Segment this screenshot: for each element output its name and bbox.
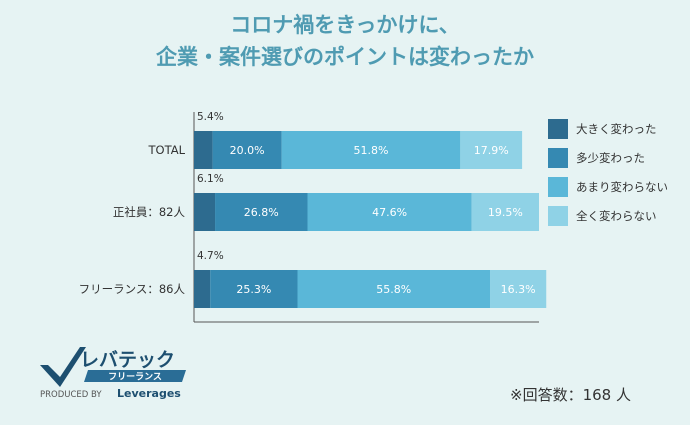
legend-label-3: あまり変わらない (576, 180, 668, 194)
bar-segment (194, 193, 216, 231)
legend-swatch-1 (548, 119, 568, 139)
legend-swatch-3 (548, 177, 568, 197)
data-label: 26.8% (244, 206, 279, 219)
data-label: 5.4% (197, 111, 224, 123)
data-label: 47.6% (372, 206, 407, 219)
data-label: 51.8% (354, 144, 389, 157)
bar-segment (212, 131, 282, 169)
logo-brand-text: レバテック (80, 349, 175, 371)
levtech-freelance-logo: レバテック フリーランス PRODUCED BY Leverages (40, 347, 186, 400)
data-label: 20.0% (230, 144, 265, 157)
bar-segment (307, 193, 472, 231)
bar-segment (215, 193, 308, 231)
chart-title-line2: 企業・案件選びのポイントは変わったか (156, 45, 534, 69)
data-label: 19.5% (488, 206, 523, 219)
category-label: 正社員：82人 (113, 205, 186, 219)
legend-swatch-4 (548, 206, 568, 226)
data-label: 16.3% (501, 283, 536, 296)
bar-segment (210, 270, 298, 308)
response-count-note: ※回答数：168 人 (510, 386, 631, 404)
logo-banner-shape (84, 370, 186, 382)
logo-sub-text: フリーランス (108, 372, 162, 383)
bar-segment (194, 270, 211, 308)
legend-label-4: 全く変わらない (576, 209, 657, 223)
data-label: 6.1% (197, 173, 224, 185)
data-label: 25.3% (236, 283, 271, 296)
data-label: 17.9% (474, 144, 509, 157)
legend-swatch-2 (548, 148, 568, 168)
data-label: 4.7% (197, 250, 224, 262)
bar-segment (297, 270, 491, 308)
bar-segment (490, 270, 547, 308)
legend-label-1: 大きく変わった (576, 122, 657, 136)
category-label: TOTAL (148, 143, 186, 157)
bar-segment (460, 131, 523, 169)
logo-produced-by: PRODUCED BY (40, 390, 102, 400)
bar-segment (281, 131, 461, 169)
chart-title-line1: コロナ禍をきっかけに、 (230, 13, 460, 37)
legend-label-2: 多少変わった (576, 151, 645, 165)
data-label: 55.8% (376, 283, 411, 296)
logo-check-mark-icon (40, 347, 86, 387)
bar-segment (471, 193, 539, 231)
bar-segment (194, 131, 213, 169)
logo-company-name: Leverages (117, 387, 181, 400)
category-label: フリーランス：86人 (79, 282, 186, 296)
